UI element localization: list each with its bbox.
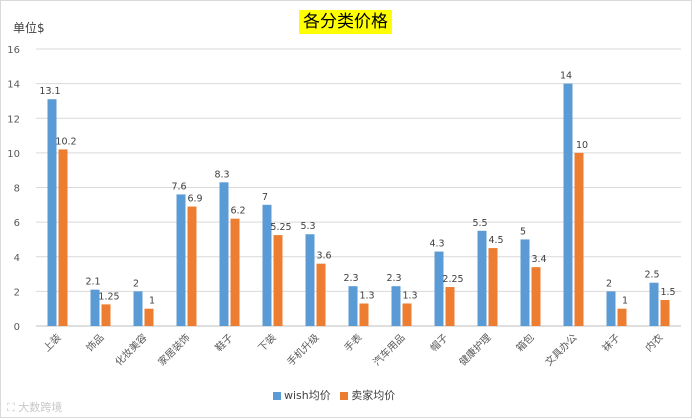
bar-seller xyxy=(230,218,240,326)
data-label-seller: 1 xyxy=(622,296,628,307)
data-label-wish: 2.5 xyxy=(644,270,659,281)
data-label-seller: 10.2 xyxy=(55,136,76,147)
x-tick-label: 下装 xyxy=(255,331,278,354)
watermark-text: 大数跨境 xyxy=(18,401,63,414)
bar-wish xyxy=(305,234,315,326)
data-label-seller: 3.4 xyxy=(531,254,546,265)
data-label-wish: 7.6 xyxy=(171,181,186,192)
x-tick-label: 家居装饰 xyxy=(155,331,192,368)
x-tick-label: 化妆美容 xyxy=(112,331,149,368)
data-label-wish: 7 xyxy=(262,192,268,203)
bar-wish xyxy=(219,182,229,326)
y-tick-label: 0 xyxy=(14,322,20,333)
y-tick-label: 10 xyxy=(7,149,20,160)
y-tick-label: 2 xyxy=(14,287,20,298)
x-tick-label: 手表 xyxy=(341,331,364,354)
x-tick-label: 鞋子 xyxy=(212,331,235,354)
bar-wish xyxy=(262,204,272,326)
data-label-seller: 1.25 xyxy=(98,291,119,302)
data-label-wish: 2.3 xyxy=(343,273,358,284)
y-axis-unit-label: 单位$ xyxy=(13,21,45,35)
data-label-wish: 2 xyxy=(606,278,612,289)
legend-swatch-seller xyxy=(340,392,349,400)
data-label-seller: 1.5 xyxy=(660,287,675,298)
bar-seller xyxy=(359,303,369,326)
x-tick-label: 帽子 xyxy=(427,331,450,354)
bar-wish xyxy=(348,286,358,326)
data-label-seller: 1.3 xyxy=(359,290,374,301)
bar-seller xyxy=(617,308,627,326)
legend-swatch-wish xyxy=(273,392,281,400)
y-tick-label: 4 xyxy=(14,253,20,264)
x-tick-label: 箱包 xyxy=(513,331,536,354)
x-tick-label: 健康护理 xyxy=(456,331,493,368)
watermark-logo: ⛶ 大数跨境 xyxy=(7,399,62,415)
data-label-wish: 2 xyxy=(133,278,139,289)
bar-wish xyxy=(47,99,57,326)
legend-item-seller: 卖家均价 xyxy=(340,389,395,402)
bar-seller xyxy=(660,300,670,326)
x-tick-label: 文具办公 xyxy=(542,331,579,368)
bar-seller xyxy=(316,263,326,326)
data-label-wish: 4.3 xyxy=(429,239,444,250)
data-label-seller: 5.25 xyxy=(270,222,291,233)
bar-seller xyxy=(187,206,197,326)
x-tick-label: 袜子 xyxy=(599,331,622,354)
bar-seller xyxy=(144,308,154,326)
data-label-seller: 1 xyxy=(149,296,155,307)
legend-label-wish: wish均价 xyxy=(284,389,331,402)
legend-item-wish: wish均价 xyxy=(273,389,334,402)
bar-wish xyxy=(563,83,573,326)
bar-seller xyxy=(58,149,68,326)
bar-wish xyxy=(434,251,444,326)
y-tick-label: 8 xyxy=(14,184,20,195)
data-label-seller: 4.5 xyxy=(488,235,503,246)
data-label-seller: 3.6 xyxy=(316,251,331,262)
chart-title: 各分类价格 xyxy=(299,10,392,34)
bar-seller xyxy=(273,235,283,326)
bar-wish xyxy=(520,239,530,326)
data-label-wish: 5.5 xyxy=(472,218,487,229)
x-tick-label: 饰品 xyxy=(83,331,106,354)
data-label-seller: 1.3 xyxy=(402,290,417,301)
bar-wish xyxy=(133,291,143,326)
y-tick-label: 6 xyxy=(14,218,20,229)
bar-wish xyxy=(606,291,616,326)
data-label-wish: 14 xyxy=(560,71,572,82)
y-tick-label: 14 xyxy=(7,80,20,91)
legend: wish均价 卖家均价 xyxy=(273,387,401,403)
bar-seller xyxy=(101,304,111,326)
y-tick-label: 12 xyxy=(7,114,20,125)
bar-seller xyxy=(574,152,584,326)
x-tick-label: 上装 xyxy=(40,331,63,354)
data-label-wish: 13.1 xyxy=(39,86,60,97)
x-tick-label: 手机升级 xyxy=(284,331,321,368)
bar-seller xyxy=(531,267,541,326)
bar-wish xyxy=(649,282,659,326)
bar-seller xyxy=(488,248,498,326)
watermark-icon: ⛶ xyxy=(7,401,15,414)
bar-wish xyxy=(391,286,401,326)
legend-label-seller: 卖家均价 xyxy=(351,389,396,402)
x-tick-label: 汽车用品 xyxy=(370,331,407,368)
y-tick-label: 16 xyxy=(7,45,20,56)
bar-wish xyxy=(90,289,100,326)
data-label-seller: 6.9 xyxy=(187,194,202,205)
data-label-wish: 5 xyxy=(520,226,526,237)
bar-wish xyxy=(176,194,186,326)
x-tick-label: 内衣 xyxy=(642,331,665,354)
bar-seller xyxy=(445,287,455,326)
data-label-wish: 5.3 xyxy=(300,221,315,232)
bar-wish xyxy=(477,230,487,326)
data-label-wish: 2.1 xyxy=(85,277,100,288)
data-label-seller: 2.25 xyxy=(442,274,463,285)
data-label-seller: 6.2 xyxy=(230,206,245,217)
bar-seller xyxy=(402,303,412,326)
data-label-wish: 8.3 xyxy=(214,169,229,180)
data-label-wish: 2.3 xyxy=(386,273,401,284)
data-label-seller: 10 xyxy=(576,140,588,151)
